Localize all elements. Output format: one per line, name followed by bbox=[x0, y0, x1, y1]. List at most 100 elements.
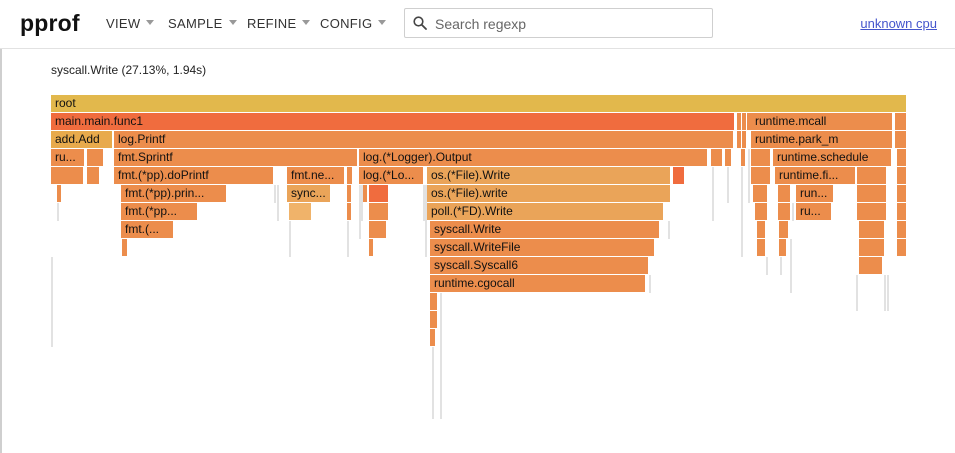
menu-view-label: VIEW bbox=[106, 16, 141, 31]
flame-frame[interactable]: runtime.mcall bbox=[751, 113, 893, 130]
flame-thin-frame bbox=[423, 185, 425, 221]
flame-frame[interactable]: os.(*File).write bbox=[427, 185, 671, 202]
menu-config[interactable]: CONFIG bbox=[320, 16, 387, 31]
flame-frame[interactable]: log.(*Logger).Output bbox=[359, 149, 708, 166]
flame-frame[interactable] bbox=[778, 203, 791, 220]
flame-frame[interactable] bbox=[673, 167, 685, 184]
flame-frame[interactable] bbox=[347, 203, 352, 220]
flame-frame[interactable]: log.Printf bbox=[114, 131, 734, 148]
flame-thin-frame bbox=[277, 185, 279, 221]
flame-frame[interactable]: syscall.Syscall6 bbox=[430, 257, 649, 274]
flame-frame[interactable]: fmt.(*pp).prin... bbox=[121, 185, 227, 202]
flame-frame[interactable] bbox=[369, 221, 387, 238]
flame-frame[interactable] bbox=[755, 203, 768, 220]
flame-frame[interactable] bbox=[751, 149, 771, 166]
flame-frame[interactable]: runtime.cgocall bbox=[430, 275, 646, 292]
flame-frame[interactable]: sync... bbox=[287, 185, 331, 202]
flame-frame[interactable]: fmt.ne... bbox=[287, 167, 345, 184]
flame-frame[interactable] bbox=[369, 203, 389, 220]
flame-frame[interactable]: add.Add bbox=[51, 131, 113, 148]
flame-frame[interactable]: run... bbox=[796, 185, 834, 202]
flame-frame[interactable] bbox=[725, 149, 732, 166]
flame-frame[interactable] bbox=[859, 239, 885, 256]
chevron-down-icon bbox=[146, 20, 155, 25]
flame-frame[interactable] bbox=[742, 113, 747, 130]
flame-frame[interactable]: syscall.Write bbox=[430, 221, 660, 238]
flame-frame[interactable]: runtime.fi... bbox=[775, 167, 856, 184]
flame-frame[interactable] bbox=[751, 167, 771, 184]
flame-thin-frame bbox=[668, 221, 670, 239]
flame-frame[interactable] bbox=[741, 149, 746, 166]
flame-frame[interactable] bbox=[347, 167, 353, 184]
flame-frame[interactable] bbox=[897, 221, 907, 238]
sample-type-link[interactable]: unknown cpu bbox=[860, 16, 937, 31]
flame-frame[interactable] bbox=[430, 311, 438, 328]
flame-frame[interactable] bbox=[87, 167, 100, 184]
menu-view[interactable]: VIEW bbox=[106, 16, 155, 31]
flame-frame[interactable] bbox=[430, 329, 436, 346]
flame-frame[interactable]: main.main.func1 bbox=[51, 113, 735, 130]
flame-frame[interactable] bbox=[857, 185, 887, 202]
flame-frame[interactable]: log.(*Lo... bbox=[359, 167, 424, 184]
flame-frame[interactable] bbox=[857, 203, 887, 220]
flame-frame[interactable] bbox=[897, 149, 907, 166]
flame-frame[interactable] bbox=[369, 239, 374, 256]
flame-frame[interactable] bbox=[895, 113, 907, 130]
flame-frame[interactable] bbox=[897, 185, 907, 202]
flame-thin-frame bbox=[741, 167, 743, 257]
flame-frame[interactable] bbox=[737, 113, 742, 130]
flame-frame[interactable]: syscall.WriteFile bbox=[430, 239, 655, 256]
flame-frame[interactable] bbox=[778, 185, 791, 202]
flame-frame[interactable] bbox=[430, 293, 438, 310]
flame-thin-frame bbox=[274, 185, 276, 203]
search-input[interactable] bbox=[433, 13, 707, 35]
app-logo: pprof bbox=[20, 10, 80, 36]
flame-thin-frame bbox=[649, 275, 651, 293]
flame-frame[interactable]: os.(*File).Write bbox=[427, 167, 671, 184]
flame-frame[interactable] bbox=[753, 185, 768, 202]
flame-frame[interactable] bbox=[363, 185, 368, 202]
flame-frame[interactable] bbox=[711, 149, 723, 166]
flame-frame[interactable]: runtime.park_m bbox=[751, 131, 893, 148]
menu-sample[interactable]: SAMPLE bbox=[168, 16, 237, 31]
flame-frame[interactable] bbox=[897, 203, 907, 220]
flame-frame[interactable] bbox=[369, 185, 389, 202]
flame-frame[interactable] bbox=[859, 257, 883, 274]
flame-frame[interactable]: fmt.(*pp).doPrintf bbox=[114, 167, 274, 184]
flame-frame[interactable]: fmt.(... bbox=[121, 221, 174, 238]
flame-frame[interactable] bbox=[757, 239, 766, 256]
flame-thin-frame bbox=[425, 185, 427, 257]
chevron-down-icon bbox=[378, 20, 387, 25]
flame-frame[interactable] bbox=[779, 221, 789, 238]
selection-info: syscall.Write (27.13%, 1.94s) bbox=[51, 63, 207, 77]
flame-frame[interactable] bbox=[87, 149, 104, 166]
flame-frame[interactable]: ru... bbox=[796, 203, 832, 220]
flame-frame[interactable] bbox=[742, 131, 747, 148]
flame-frame[interactable]: poll.(*FD).Write bbox=[427, 203, 664, 220]
flame-frame[interactable]: runtime.schedule bbox=[773, 149, 892, 166]
flame-frame[interactable] bbox=[857, 167, 887, 184]
flame-frame[interactable] bbox=[897, 239, 907, 256]
flame-thin-frame bbox=[780, 257, 782, 275]
flame-frame[interactable] bbox=[347, 185, 352, 202]
flame-frame[interactable] bbox=[737, 131, 742, 148]
flame-thin-frame bbox=[748, 149, 750, 203]
flame-frame[interactable] bbox=[51, 167, 84, 184]
flame-frame[interactable] bbox=[897, 167, 907, 184]
flame-thin-frame bbox=[712, 167, 714, 221]
flame-frame[interactable] bbox=[895, 131, 907, 148]
flame-frame[interactable] bbox=[779, 239, 787, 256]
menu-refine-label: REFINE bbox=[247, 16, 297, 31]
flame-frame[interactable]: fmt.Sprintf bbox=[114, 149, 358, 166]
flame-frame[interactable] bbox=[57, 185, 62, 202]
flame-thin-frame bbox=[432, 347, 434, 419]
flame-frame[interactable]: ru... bbox=[51, 149, 85, 166]
flame-frame[interactable] bbox=[289, 203, 312, 220]
flame-frame[interactable] bbox=[859, 221, 885, 238]
flame-frame[interactable]: root bbox=[51, 95, 907, 112]
flame-frame[interactable]: fmt.(*pp... bbox=[121, 203, 198, 220]
flame-frame[interactable] bbox=[757, 221, 766, 238]
search-box[interactable] bbox=[404, 8, 713, 38]
menu-refine[interactable]: REFINE bbox=[247, 16, 311, 31]
flame-frame[interactable] bbox=[122, 239, 128, 256]
